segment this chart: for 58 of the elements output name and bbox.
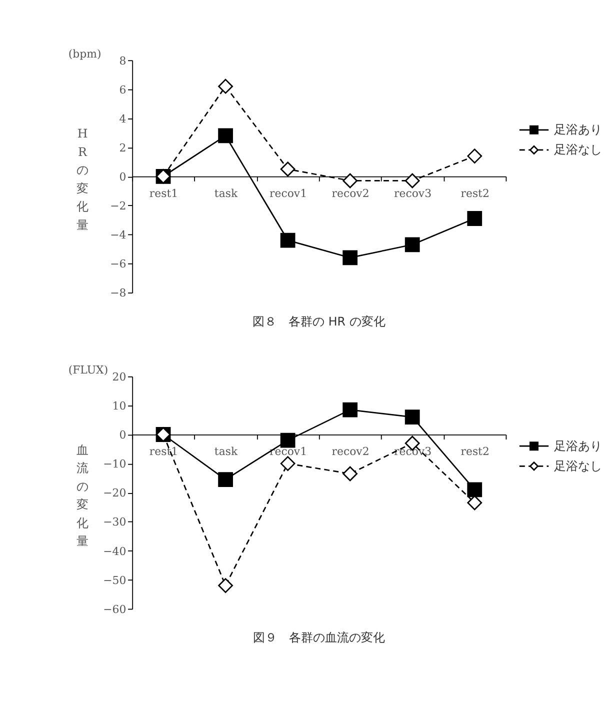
y-tick-label: −6: [110, 258, 126, 271]
y-tick-label: −8: [110, 286, 126, 300]
point: [218, 472, 233, 487]
point: [218, 578, 233, 593]
legend-label: 足浴なし: [554, 458, 602, 473]
y-tick-label: 20: [112, 370, 126, 384]
point: [342, 402, 358, 418]
y-tick-label: −50: [103, 574, 126, 587]
point: [280, 162, 296, 177]
point: [342, 466, 358, 482]
y-tick-label: −30: [103, 516, 126, 529]
point: [404, 410, 420, 425]
point: [404, 173, 420, 188]
point: [218, 78, 233, 94]
y-tick-label: 8: [119, 54, 126, 68]
text: 図８ 各群の HR の変化: [252, 314, 386, 328]
x-tick-label: rest2: [460, 186, 490, 200]
y-tick-label: −10: [103, 458, 126, 471]
text: (FLUX): [68, 364, 108, 377]
y-tick-label: 4: [119, 112, 126, 126]
y-tick-label: 0: [119, 428, 126, 442]
legend-label: 足浴なし: [554, 142, 602, 157]
x-tick-label: rest1: [149, 186, 178, 200]
point: [218, 128, 233, 144]
point: [467, 495, 482, 510]
y-tick-label: −2: [110, 200, 126, 213]
y-tick-label: −60: [103, 602, 126, 616]
x-tick-label: recov3: [394, 186, 432, 200]
point: [280, 456, 296, 471]
y-tick-label: −4: [110, 228, 126, 242]
y-tick-label: 10: [112, 400, 126, 413]
legend-label: 足浴あり: [554, 438, 602, 453]
y-tick-label: −40: [103, 544, 126, 558]
text: 図９ 各群の血流の変化: [252, 630, 385, 645]
x-tick-label: recov1: [270, 445, 308, 458]
y-tick-label: −20: [103, 486, 126, 500]
y-axis-title: 血流の変化量: [76, 442, 88, 548]
x-tick-label: recov1: [270, 186, 308, 200]
x-tick-label: task: [214, 445, 238, 458]
x-tick-label: recov2: [332, 186, 370, 200]
point: [467, 482, 482, 498]
point: [467, 148, 482, 164]
x-tick-label: recov2: [332, 445, 370, 458]
x-tick-label: rest1: [149, 445, 178, 458]
point: [280, 232, 296, 248]
y-tick-label: 2: [119, 141, 126, 154]
point: [280, 432, 296, 448]
text: (bpm): [68, 47, 102, 60]
legend-label: 足浴あり: [554, 122, 602, 137]
y-tick-label: 6: [119, 83, 126, 96]
point: [342, 173, 358, 188]
point: [467, 211, 482, 226]
point: [404, 237, 420, 252]
x-tick-label: rest2: [460, 445, 490, 458]
point: [342, 250, 358, 266]
y-tick-label: 0: [119, 170, 126, 184]
y-axis-title: HRの変化量: [76, 126, 88, 232]
x-tick-label: task: [214, 186, 238, 200]
